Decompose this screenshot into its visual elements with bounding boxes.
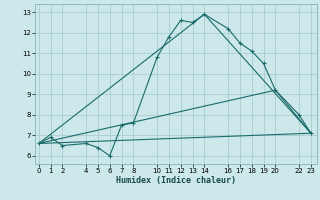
X-axis label: Humidex (Indice chaleur): Humidex (Indice chaleur) <box>116 176 236 185</box>
